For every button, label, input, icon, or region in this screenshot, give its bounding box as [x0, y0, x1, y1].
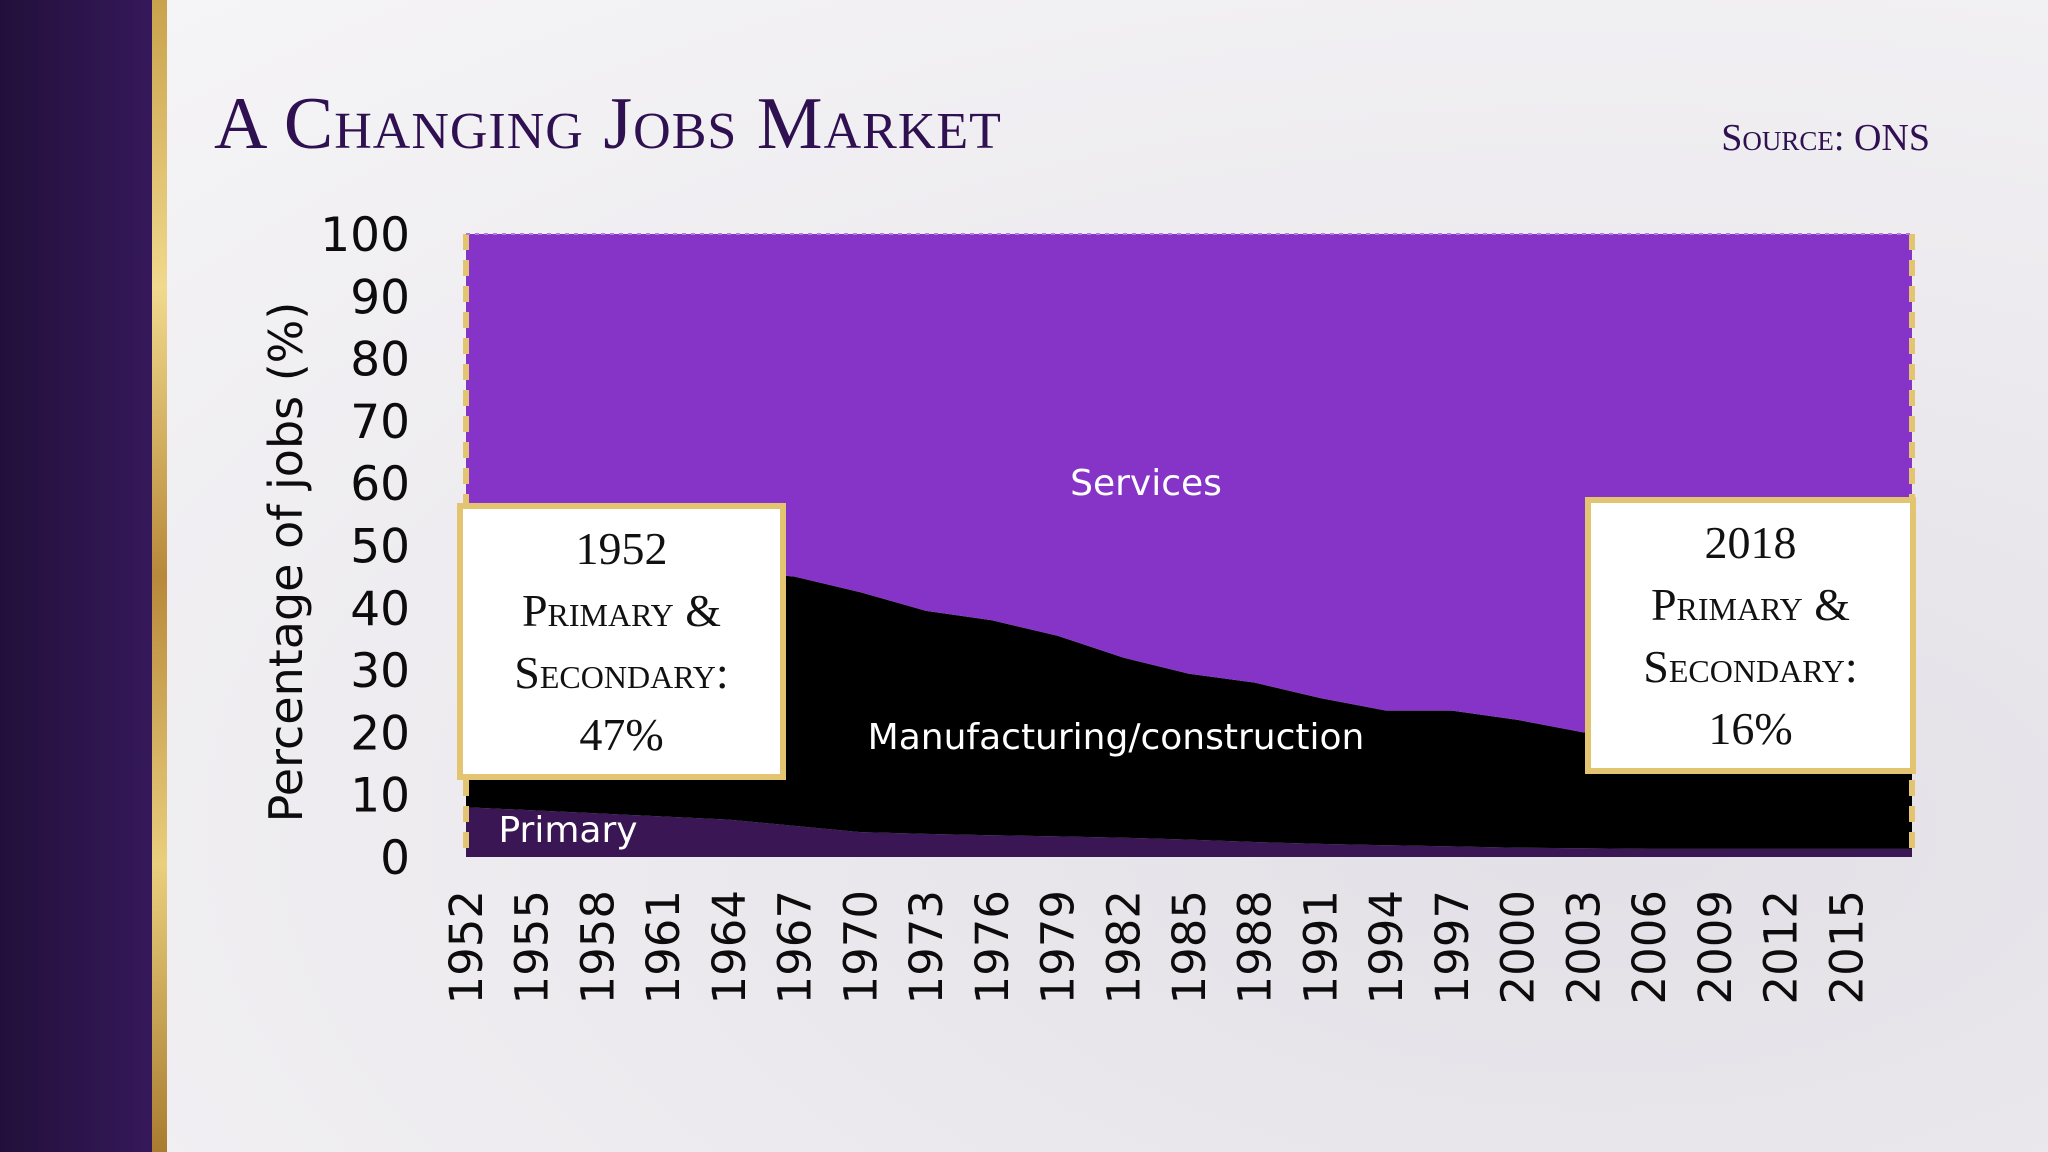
y-tick-label: 30: [350, 644, 410, 699]
x-tick-label: 1958: [572, 890, 625, 1005]
y-tick-label: 70: [350, 395, 410, 450]
callout-line: Secondary:: [514, 646, 729, 698]
x-tick-label: 1961: [637, 890, 690, 1005]
y-tick-label: 0: [380, 831, 410, 886]
y-tick-label: 60: [350, 457, 410, 512]
x-tick-label: 1988: [1229, 890, 1282, 1005]
x-tick-label: 1970: [834, 890, 887, 1005]
x-tick-label: 1967: [769, 890, 822, 1005]
callout-value: 47%: [579, 708, 664, 760]
area-labels: Primary Manufacturing/construction Service…: [498, 463, 1364, 851]
x-tick-label: 1997: [1426, 890, 1479, 1005]
y-tick-label: 50: [350, 520, 410, 575]
callout-1952: 1952 Primary & Secondary: 47%: [457, 503, 786, 780]
y-tick-label: 100: [320, 208, 410, 263]
series-area-primary: [466, 807, 1912, 857]
x-tick-label: 2015: [1820, 890, 1873, 1005]
x-tick-label: 1952: [440, 890, 493, 1005]
series-area-services: [466, 234, 1912, 758]
x-tick-label: 2012: [1755, 890, 1808, 1005]
y-tick-label: 40: [350, 582, 410, 637]
x-tick-label: 1964: [703, 890, 756, 1005]
x-tick-label: 1955: [506, 890, 559, 1005]
callout-year: 1952: [575, 522, 668, 574]
x-tick-label: 2009: [1689, 890, 1742, 1005]
x-tick-labels: 1952 1955 1958 1961 1964 1967 1970 1973 1976 1979…: [440, 890, 1873, 1005]
gold-stripe: [152, 0, 167, 1152]
x-tick-label: 1985: [1163, 890, 1216, 1005]
x-tick-label: 1991: [1295, 890, 1348, 1005]
y-tick-label: 10: [350, 769, 410, 824]
left-purple-band: [0, 0, 152, 1152]
x-tick-label: 2003: [1557, 890, 1610, 1005]
area-label-primary: Primary: [498, 810, 637, 851]
slide-title: A Changing Jobs Market: [214, 83, 1002, 165]
y-tick-label: 80: [350, 333, 410, 388]
area-label-services: Services: [1070, 463, 1222, 504]
x-tick-label: 1982: [1097, 890, 1150, 1005]
callout-value: 16%: [1708, 702, 1793, 754]
x-tick-label: 1973: [900, 890, 953, 1005]
areas-layer: [466, 234, 1912, 857]
y-tick-label: 90: [350, 270, 410, 325]
x-tick-label: 1994: [1360, 890, 1413, 1005]
callout-line: Primary &: [521, 584, 722, 636]
y-axis-label: Percentage of jobs (%): [259, 302, 313, 823]
series-area-manufacturing-construction: [466, 564, 1912, 849]
y-tick-labels: 0 10 20 30 40 50 60 70 80 90 100: [320, 208, 410, 886]
area-label-manufacturing-construction: Manufacturing/construction: [868, 717, 1365, 758]
callout-line: Secondary:: [1643, 640, 1858, 692]
plot-edges: [463, 233, 1915, 857]
x-tick-label: 1976: [966, 890, 1019, 1005]
callout-2018: 2018 Primary & Secondary: 16%: [1585, 497, 1916, 774]
callout-line: Primary &: [1650, 578, 1851, 630]
x-tick-label: 1979: [1032, 890, 1085, 1005]
x-tick-label: 2006: [1623, 890, 1676, 1005]
y-tick-label: 20: [350, 706, 410, 761]
x-tick-label: 2000: [1492, 890, 1545, 1005]
callout-year: 2018: [1704, 516, 1797, 568]
source-label: Source: ONS: [1721, 117, 1930, 159]
